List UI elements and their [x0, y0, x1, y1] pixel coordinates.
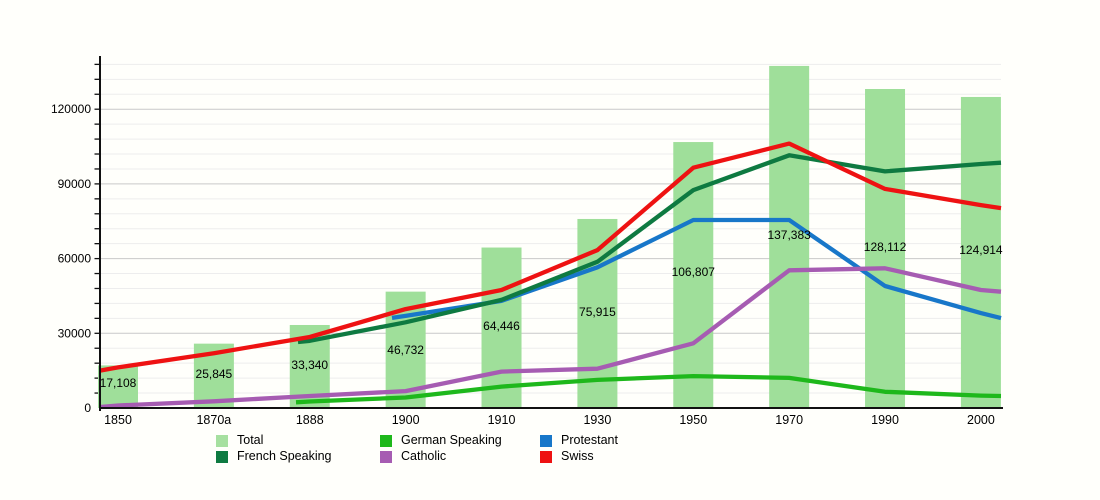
- legend-swatch-swiss: [540, 450, 552, 463]
- legend-swatch-protestant: [540, 434, 552, 447]
- bar-label-1970: 137,383: [767, 228, 811, 242]
- bar-label-1900: 46,732: [387, 343, 424, 357]
- y-tick-label-90000: 90000: [58, 177, 92, 191]
- x-tick-label-1990: 1990: [871, 413, 899, 427]
- bar-label-1910: 64,446: [483, 319, 520, 333]
- legend-label-swiss: Swiss: [561, 449, 594, 463]
- legend-label-french-speaking: French Speaking: [237, 449, 332, 463]
- legend-label-total: Total: [237, 433, 264, 447]
- legend-label-protestant: Protestant: [561, 433, 618, 447]
- legend-item-catholic: Catholic: [380, 449, 540, 464]
- bar-1910: [481, 247, 522, 408]
- y-tick-label-120000: 120000: [51, 102, 91, 116]
- bar-label-2000: 124,914: [959, 243, 1003, 257]
- legend: Total German Speaking Protestant French …: [216, 433, 690, 464]
- legend-swatch-german-speaking: [380, 434, 392, 447]
- bar-label-1990: 128,112: [864, 240, 907, 254]
- x-tick-label-1910: 1910: [488, 413, 516, 427]
- legend-item-german-speaking: German Speaking: [380, 433, 540, 448]
- line-protestant: [391, 217, 1002, 321]
- x-tick-label-1870a: 1870a: [196, 413, 231, 427]
- y-tick-label-30000: 30000: [58, 326, 92, 340]
- line-german-speaking: [295, 373, 1002, 405]
- x-tick-label-1850: 1850: [104, 413, 132, 427]
- bar-label-1930: 75,915: [579, 305, 616, 319]
- bar-label-1950: 106,807: [672, 265, 716, 279]
- bar-1850: [98, 365, 138, 408]
- bar-1990: [865, 89, 906, 408]
- bar-label-1888: 33,340: [291, 358, 328, 372]
- line-french-speaking: [297, 153, 1002, 345]
- y-tick-label-60000: 60000: [58, 252, 92, 266]
- line-catholic: [99, 266, 1002, 410]
- x-tick-label-1950: 1950: [679, 413, 707, 427]
- legend-item-french-speaking: French Speaking: [216, 449, 380, 464]
- legend-swatch-catholic: [380, 450, 392, 463]
- legend-swatch-total: [216, 434, 228, 447]
- y-tick-label-0: 0: [84, 401, 91, 415]
- legend-item-total: Total: [216, 433, 380, 448]
- legend-label-german-speaking: German Speaking: [401, 433, 502, 447]
- x-tick-label-1900: 1900: [392, 413, 420, 427]
- x-tick-label-2000: 2000: [967, 413, 995, 427]
- line-swiss: [99, 141, 1002, 373]
- bar-label-1850: 17,108: [100, 376, 137, 390]
- bar-label-1870a: 25,845: [196, 367, 233, 381]
- legend-label-catholic: Catholic: [401, 449, 447, 463]
- x-tick-label-1970: 1970: [775, 413, 803, 427]
- bar-2000: [960, 96, 1001, 408]
- legend-item-protestant: Protestant: [540, 433, 690, 448]
- legend-swatch-french-speaking: [216, 450, 228, 463]
- bar-1970: [769, 65, 810, 409]
- legend-item-swiss: Swiss: [540, 449, 690, 464]
- x-tick-label-1888: 1888: [296, 413, 324, 427]
- x-tick-label-1930: 1930: [583, 413, 611, 427]
